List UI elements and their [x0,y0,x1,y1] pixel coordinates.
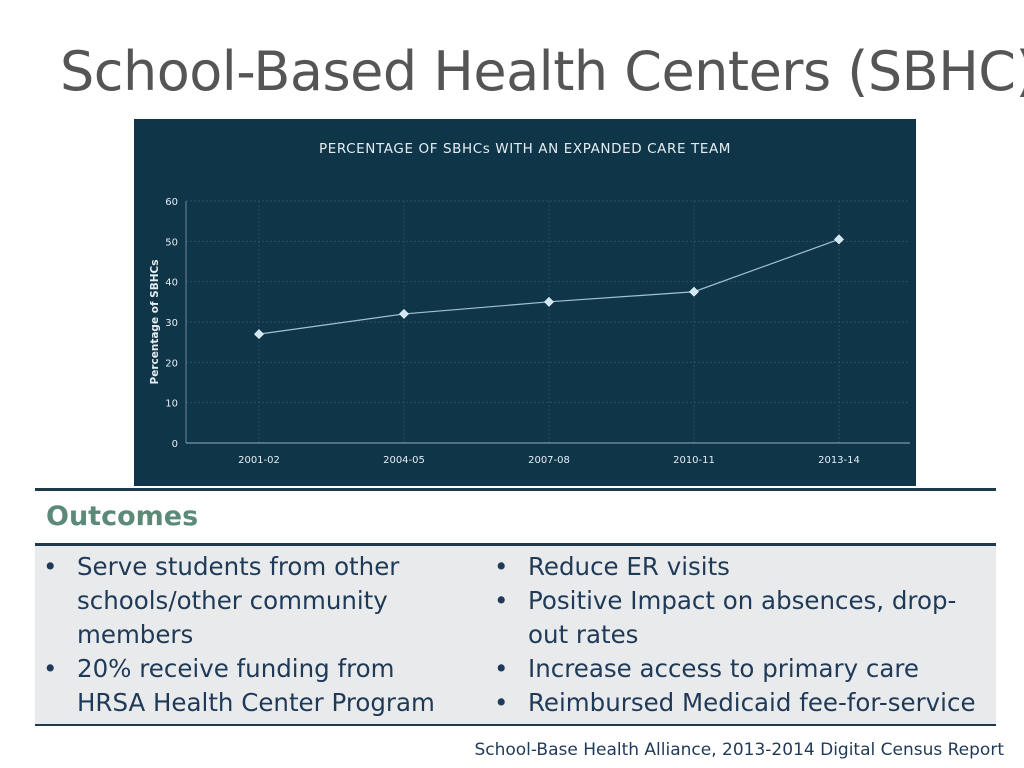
outcome-item: • Serve students from other schools/other… [43,550,463,652]
source-citation: School-Base Health Alliance, 2013-2014 D… [474,740,1004,760]
outcomes-header: Outcomes [46,501,199,532]
y-axis-label: Percentage of SBHCs [149,260,161,385]
table-header: Outcomes [35,491,996,543]
outcome-item: • Increase access to primary care [494,652,989,686]
data-point-marker [689,286,699,297]
slide-title: School-Based Health Centers (SBHC) [60,40,1024,103]
outcome-text: Serve students from other schools/other … [77,552,400,649]
chart-title: PERCENTAGE OF SBHCs WITH AN EXPANDED CAR… [319,141,731,157]
table-body: • Serve students from other schools/other… [35,546,996,724]
outcome-text: Reduce ER visits [528,552,730,581]
table-bottom-rule [35,724,996,726]
bullet-icon: • [494,552,509,581]
y-tick-label: 30 [165,318,178,329]
y-tick-label: 60 [165,197,178,208]
chart-panel: PERCENTAGE OF SBHCs WITH AN EXPANDED CAR… [134,119,916,486]
y-tick-label: 40 [165,278,178,289]
x-tick-label: 2007-08 [528,455,570,466]
outcome-text: Positive Impact on absences, drop-out ra… [528,586,957,649]
y-tick-label: 0 [172,439,178,450]
outcomes-table: Outcomes • Serve students from other scho… [35,488,996,726]
data-point-marker [544,296,554,307]
table-top-rule [35,488,996,491]
data-point-marker [834,234,844,245]
y-tick-label: 20 [165,358,178,369]
data-point-marker [399,309,409,319]
outcome-item: • Reimbursed Medicaid fee-for-service [494,686,989,720]
x-tick-label: 2013-14 [818,455,860,466]
bullet-icon: • [494,586,509,615]
outcome-text: 20% receive funding from HRSA Health Cen… [77,654,435,717]
line-chart: PERCENTAGE OF SBHCs WITH AN EXPANDED CAR… [149,141,910,466]
outcomes-right-list: • Reduce ER visits • Positive Impact on ab… [494,550,989,720]
bullet-icon: • [494,688,509,717]
outcome-text: Increase access to primary care [528,654,919,683]
bullet-icon: • [43,552,58,581]
x-tick-label: 2010-11 [673,455,715,466]
table-mid-rule [35,543,996,546]
y-tick-label: 50 [165,237,178,248]
bullet-icon: • [494,654,509,683]
bullet-icon: • [43,654,58,683]
outcome-item: • Positive Impact on absences, drop-out r… [494,584,989,652]
outcomes-left-list: • Serve students from other schools/other… [43,550,463,720]
data-point-marker [254,329,264,340]
x-tick-label: 2001-02 [238,455,280,466]
outcome-item: • Reduce ER visits [494,550,989,584]
x-tick-label: 2004-05 [383,455,425,466]
outcome-text: Reimbursed Medicaid fee-for-service [528,688,976,717]
y-tick-label: 10 [165,399,178,410]
outcome-item: • 20% receive funding from HRSA Health Ce… [43,652,463,720]
